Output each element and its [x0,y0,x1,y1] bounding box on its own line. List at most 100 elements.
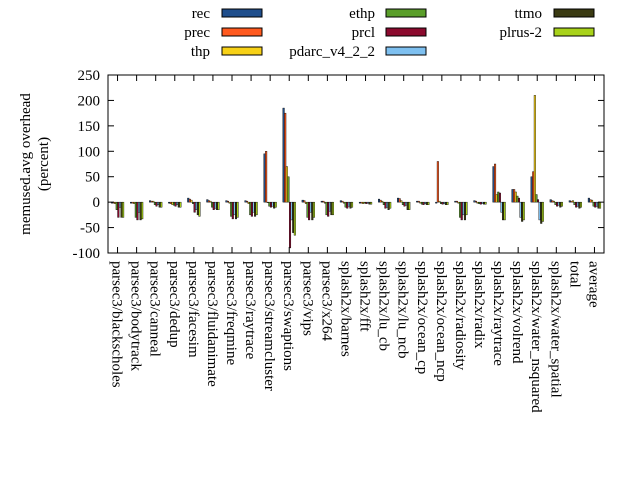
bar-prcl [441,201,444,205]
bar-rec [149,200,152,203]
bar-plrus-2 [198,201,201,217]
x-tick-label: parsec3/canneal [147,261,163,357]
bar-prcl [250,201,253,217]
bar-pdarc_v4_2_2 [386,201,389,208]
y-tick-label: 50 [85,170,100,186]
bar-thp [552,200,555,203]
bar-ethp [230,201,233,217]
bar-thp [209,200,212,203]
bar-pdarc_v4_2_2 [252,201,255,213]
bar-prcl [289,201,292,249]
bar-rec [225,200,228,203]
bar-ttmo [330,201,333,216]
bar-ethp [497,191,500,203]
bar-pdarc_v4_2_2 [195,201,198,210]
bar-prec [265,151,268,203]
x-tick-label: splash2x/ocean_cp [414,261,430,374]
bar-prcl [327,201,330,217]
bar-ethp [134,201,137,218]
bar-rec [397,197,400,203]
bar-prcl [155,201,158,207]
x-tick-label: parsec3/blackscholes [109,261,125,388]
x-tick-label: parsec3/freqmine [223,261,239,365]
bar-ttmo [273,201,276,209]
x-tick-label: splash2x/water_nsquared [528,261,544,413]
bar-rec [473,200,476,203]
x-tick-label: parsec3/fluidanimate [204,261,220,387]
bar-pdarc_v4_2_2 [328,201,331,212]
bar-plrus-2 [389,201,392,209]
legend-label: ethp [349,6,375,22]
bar-ethp [459,201,462,218]
bar-rec [320,200,323,203]
bar-thp [495,194,498,203]
x-tick-label: parsec3/streamcluster [261,261,277,391]
bar-rec [339,200,342,203]
bar-rec [168,201,171,204]
bar-pdarc_v4_2_2 [366,201,369,204]
bar-thp [247,201,250,204]
bar-prec [589,199,592,203]
bar-pdarc_v4_2_2 [424,201,427,204]
bar-thp [381,200,384,203]
bar-ethp [478,201,481,204]
bar-prcl [479,201,482,205]
bar-ethp [268,201,271,207]
bar-pdarc_v4_2_2 [443,201,446,204]
bar-ethp [287,176,290,203]
x-tick-label: splash2x/raytrace [490,261,506,366]
bar-ttmo [540,201,543,224]
bar-prcl [193,201,196,213]
bar-ttmo [425,201,428,205]
bar-thp [343,201,346,204]
bar-plrus-2 [351,201,354,208]
bar-prec [169,201,172,204]
bar-prec [475,200,478,203]
bar-prec [570,200,573,203]
bar-plrus-2 [484,201,487,205]
bar-prec [341,200,344,203]
bar-ttmo [444,201,447,205]
x-tick-label: total [566,261,582,288]
legend-swatch [385,46,427,56]
bar-rec [435,201,438,204]
bar-plrus-2 [408,201,411,210]
bar-ethp [440,201,443,204]
bar-ethp [573,201,576,205]
bar-ethp [382,201,385,205]
bar-thp [571,200,574,203]
x-tick-label: splash2x/radiosity [452,261,468,371]
legend-label: prcl [352,25,375,41]
bar-rec [206,199,209,203]
bar-ethp [363,201,366,204]
bar-thp [457,201,460,204]
plot-border [107,74,605,254]
bar-prec [398,198,401,203]
x-tick-label: parsec3/vips [299,261,315,336]
bar-pdarc_v4_2_2 [405,201,408,206]
bar-prec [417,200,420,203]
bar-prec [360,201,363,204]
bar-prec [513,189,516,203]
x-tick-label: splash2x/lu_cb [376,261,392,351]
bar-pdarc_v4_2_2 [347,201,350,207]
bar-prec [131,201,134,204]
bar-plrus-2 [427,201,430,205]
legend-label: plrus-2 [500,25,543,41]
bar-ethp [153,201,156,205]
bar-prec [455,200,458,203]
x-tick-label: parsec3/raytrace [242,261,258,360]
bar-plrus-2 [160,201,163,208]
x-tick-label: average [585,261,601,308]
bar-thp [419,201,422,204]
bar-prcl [460,201,463,221]
bar-ethp [306,201,309,218]
bar-rec [511,189,514,203]
bar-ttmo [120,201,123,218]
bar-prcl [594,201,597,208]
bar-rec [187,197,190,203]
bar-plrus-2 [255,201,258,216]
bar-prec [551,200,554,203]
bar-ttmo [158,201,161,208]
bar-prec [188,198,191,203]
